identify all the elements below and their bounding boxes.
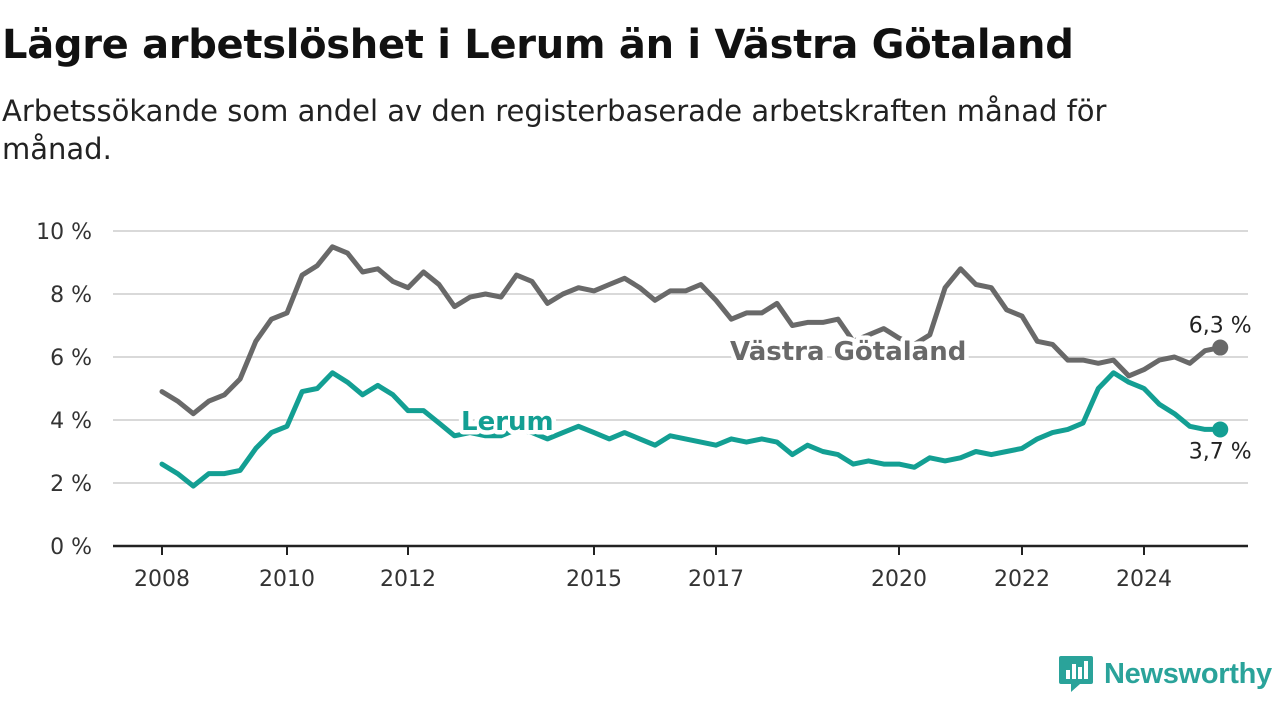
chart-subtitle: Arbetssökande som andel av den registerb…: [2, 94, 1107, 166]
x-tick-label: 2010: [259, 567, 315, 592]
x-tick-label: 2008: [134, 567, 190, 592]
chart-title: Lägre arbetslöshet i Lerum än i Västra G…: [2, 22, 1074, 68]
newsworthy-logo-icon: [1059, 656, 1093, 692]
y-tick-label: 10 %: [36, 220, 92, 245]
x-tick-label: 2020: [871, 567, 927, 592]
brand-name: Newsworthy: [1104, 657, 1272, 690]
series-line-lerum: [159, 370, 1223, 489]
end-value-label-vastra-gotaland: 6,3 %: [1189, 314, 1252, 339]
x-tick-label: 2015: [566, 567, 622, 592]
y-tick-label: 4 %: [50, 409, 92, 434]
end-value-label-lerum: 3,7 %: [1189, 439, 1252, 464]
x-tick-label: 2017: [688, 567, 744, 592]
x-tick-label: 2024: [1116, 567, 1172, 592]
y-tick-label: 6 %: [50, 346, 92, 371]
y-tick-label: 8 %: [50, 283, 92, 308]
x-tick-label: 2022: [994, 567, 1050, 592]
y-tick-label: 2 %: [50, 472, 92, 497]
series-label-lerum: Lerum: [461, 407, 554, 437]
x-tick-label: 2012: [380, 567, 436, 592]
end-point-vastra-gotaland: [1212, 339, 1229, 356]
series-label-vastra-gotaland: Västra Götaland: [730, 337, 966, 367]
newsworthy-brand: Newsworthy: [1058, 654, 1272, 694]
end-point-lerum: [1212, 421, 1229, 438]
series-line-vastra-gotaland: [159, 244, 1223, 417]
y-tick-label: 0 %: [50, 535, 92, 560]
